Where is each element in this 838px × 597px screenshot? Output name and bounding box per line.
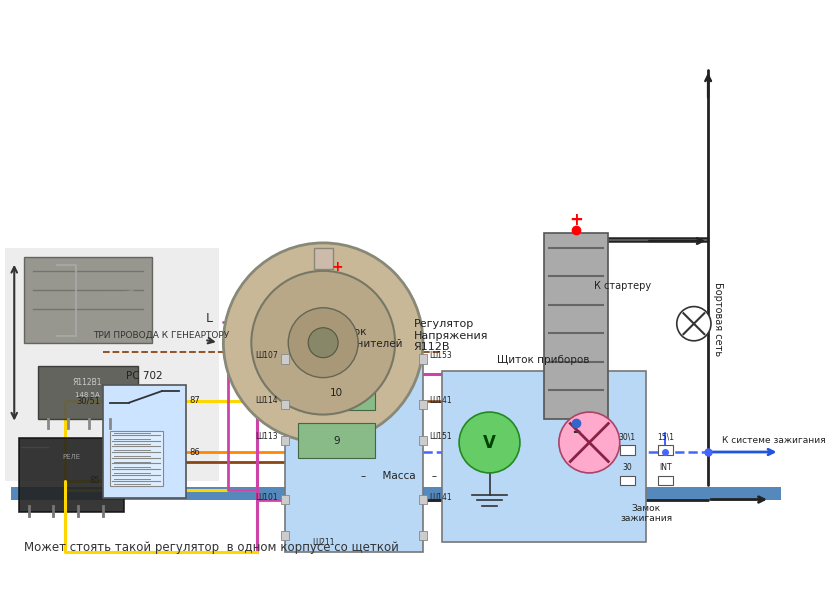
Text: 10: 10 — [330, 388, 343, 398]
Bar — [111, 431, 163, 486]
Text: Блок
предохранителей: Блок предохранителей — [304, 327, 403, 349]
Text: Может стоять такой регулятор  в одном корпусе со щеткой: Может стоять такой регулятор в одном кор… — [23, 540, 399, 553]
Bar — [620, 445, 635, 455]
Text: Замок
зажигания: Замок зажигания — [620, 504, 672, 524]
Bar — [282, 531, 289, 540]
Bar — [38, 367, 137, 418]
Text: Ш101: Ш101 — [255, 493, 277, 502]
Text: ТРИ ПРОВОДА К ГЕНЕАРТОРУ: ТРИ ПРОВОДА К ГЕНЕАРТОРУ — [94, 331, 230, 340]
Circle shape — [224, 243, 423, 442]
Text: L: L — [205, 312, 213, 325]
Bar — [620, 476, 635, 485]
Text: РС 702: РС 702 — [127, 371, 163, 381]
Bar — [282, 400, 289, 409]
Circle shape — [459, 412, 520, 473]
Bar — [12, 487, 781, 500]
Text: V: V — [483, 433, 496, 451]
Text: Ш113: Ш113 — [255, 432, 277, 441]
Text: INT: INT — [659, 463, 672, 472]
Bar — [285, 355, 423, 552]
Text: Ш153: Ш153 — [430, 350, 453, 359]
Bar — [419, 354, 427, 364]
Bar — [23, 257, 152, 343]
Bar — [419, 495, 427, 504]
Text: Бортовая сеть: Бортовая сеть — [712, 282, 722, 356]
Bar — [313, 248, 333, 269]
Text: 86: 86 — [189, 448, 200, 457]
Bar — [658, 445, 673, 455]
Circle shape — [677, 307, 711, 341]
Bar — [282, 495, 289, 504]
Text: 30: 30 — [623, 463, 632, 472]
Bar — [19, 438, 123, 512]
Bar — [442, 371, 646, 542]
Text: РЕЛЕ: РЕЛЕ — [62, 454, 80, 460]
Text: 9: 9 — [334, 436, 339, 445]
Text: Я112В1: Я112В1 — [73, 378, 102, 387]
Text: +: + — [569, 211, 583, 229]
Circle shape — [308, 328, 339, 358]
Bar — [282, 436, 289, 445]
Bar — [419, 436, 427, 445]
Bar — [419, 400, 427, 409]
Text: –: – — [572, 423, 580, 441]
Bar — [5, 248, 219, 481]
Text: Ш107: Ш107 — [255, 350, 277, 359]
Text: Ш211: Ш211 — [312, 538, 334, 547]
Circle shape — [288, 308, 358, 378]
Text: 15\1: 15\1 — [657, 433, 674, 442]
Bar — [282, 354, 289, 364]
Circle shape — [559, 412, 620, 473]
Circle shape — [251, 271, 395, 414]
Text: Ш151: Ш151 — [430, 432, 453, 441]
Text: 30/51: 30/51 — [75, 396, 100, 405]
Bar — [297, 423, 375, 458]
Bar — [544, 233, 608, 418]
Text: Ш114: Ш114 — [255, 396, 277, 405]
Bar — [297, 376, 375, 410]
Bar — [103, 386, 186, 498]
Text: Ш141: Ш141 — [430, 493, 453, 502]
Text: Ш141: Ш141 — [430, 396, 453, 405]
Text: 85: 85 — [89, 476, 100, 485]
Text: К системе зажигания: К системе зажигания — [722, 436, 826, 445]
Text: К стартеру: К стартеру — [594, 281, 651, 291]
Text: 30\1: 30\1 — [618, 433, 636, 442]
Text: +: + — [332, 260, 344, 273]
Text: Щиток приборов: Щиток приборов — [498, 355, 590, 365]
Bar — [419, 531, 427, 540]
Text: 87: 87 — [189, 396, 200, 405]
Text: Регулятор
Напряжения
Я112В: Регулятор Напряжения Я112В — [413, 319, 488, 352]
Text: –     Масса     –: – Масса – — [361, 471, 437, 481]
Bar — [658, 476, 673, 485]
Text: 148 5А: 148 5А — [75, 392, 100, 398]
